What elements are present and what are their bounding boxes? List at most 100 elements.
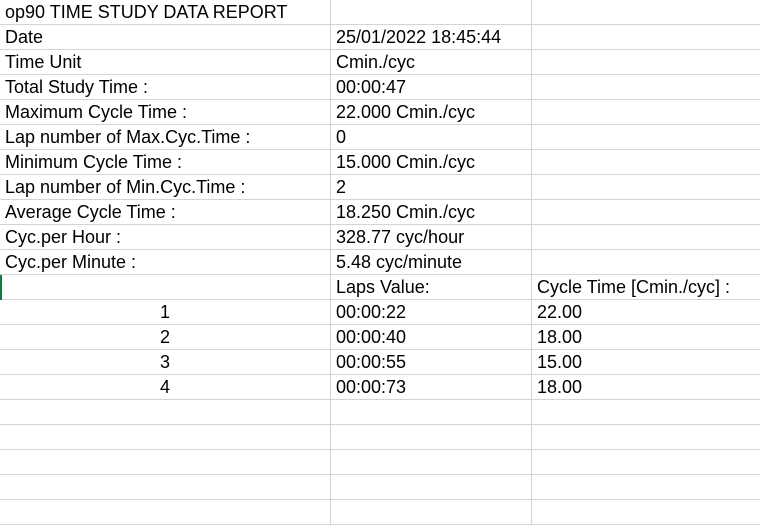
field-label-cell[interactable]: Date (0, 25, 331, 50)
sheet-row (0, 475, 760, 500)
lap-cycle-cell[interactable]: 22.00 (532, 300, 760, 325)
field-value-date: 25/01/2022 18:45:44 (336, 27, 502, 47)
empty-cell[interactable] (0, 500, 331, 525)
field-label-cell[interactable]: Minimum Cycle Time : (0, 150, 331, 175)
field-label-cell[interactable]: Cyc.per Hour : (0, 225, 331, 250)
lap-cycle-time: 15.00 (537, 352, 583, 372)
sheet-row: op90 TIME STUDY DATA REPORT (0, 0, 760, 25)
sheet-row: Lap number of Max.Cyc.Time : 0 (0, 125, 760, 150)
laps-header-cell[interactable]: Laps Value: (331, 275, 532, 300)
empty-cell[interactable] (0, 475, 331, 500)
field-label-cyc-per-hour: Cyc.per Hour : (5, 227, 122, 247)
empty-cell[interactable] (532, 50, 760, 75)
empty-cell[interactable] (532, 400, 760, 425)
empty-cell[interactable] (532, 25, 760, 50)
empty-cell[interactable] (331, 450, 532, 475)
empty-cell[interactable] (0, 425, 331, 450)
field-label-lap-min: Lap number of Min.Cyc.Time : (5, 177, 246, 197)
empty-cell[interactable] (331, 475, 532, 500)
sheet-row: Total Study Time : 00:00:47 (0, 75, 760, 100)
lap-value-cell[interactable]: 00:00:22 (331, 300, 532, 325)
lap-value-cell[interactable]: 00:00:40 (331, 325, 532, 350)
lap-number-cell[interactable]: 3 (0, 350, 331, 375)
lap-number: 3 (159, 352, 170, 372)
field-label-min-cycle-time: Minimum Cycle Time : (5, 152, 183, 172)
field-label-cell[interactable]: Average Cycle Time : (0, 200, 331, 225)
lap-number: 2 (159, 327, 170, 347)
field-value-cell[interactable]: Cmin./cyc (331, 50, 532, 75)
sheet-row (0, 425, 760, 450)
empty-cell[interactable] (532, 75, 760, 100)
field-label-lap-max: Lap number of Max.Cyc.Time : (5, 127, 251, 147)
empty-cell[interactable] (532, 100, 760, 125)
report-title: op90 TIME STUDY DATA REPORT (5, 2, 288, 22)
sheet-row: Maximum Cycle Time : 22.000 Cmin./cyc (0, 100, 760, 125)
lap-number-cell[interactable]: 4 (0, 375, 331, 400)
table-row: 3 00:00:55 15.00 (0, 350, 760, 375)
empty-cell[interactable] (331, 0, 532, 25)
empty-cell[interactable] (331, 400, 532, 425)
field-value-cell[interactable]: 00:00:47 (331, 75, 532, 100)
empty-cell[interactable] (0, 400, 331, 425)
field-label-date: Date (5, 27, 44, 47)
field-label-max-cycle-time: Maximum Cycle Time : (5, 102, 188, 122)
lap-value: 00:00:73 (336, 377, 407, 397)
empty-cell[interactable] (532, 150, 760, 175)
sheet-row: Lap number of Min.Cyc.Time : 2 (0, 175, 760, 200)
report-title-cell[interactable]: op90 TIME STUDY DATA REPORT (0, 0, 331, 25)
field-value-cell[interactable]: 5.48 cyc/minute (331, 250, 532, 275)
lap-number-cell[interactable]: 2 (0, 325, 331, 350)
lap-cycle-cell[interactable]: 15.00 (532, 350, 760, 375)
empty-cell[interactable] (0, 450, 331, 475)
field-value-cell[interactable]: 328.77 cyc/hour (331, 225, 532, 250)
lap-value: 00:00:40 (336, 327, 407, 347)
empty-cell[interactable] (532, 500, 760, 525)
empty-cell[interactable] (532, 200, 760, 225)
empty-cell[interactable] (532, 475, 760, 500)
field-label-cell[interactable]: Time Unit (0, 50, 331, 75)
field-value-time-unit: Cmin./cyc (336, 52, 416, 72)
lap-value: 00:00:55 (336, 352, 407, 372)
field-value-cell[interactable]: 22.000 Cmin./cyc (331, 100, 532, 125)
field-label-cell[interactable]: Lap number of Min.Cyc.Time : (0, 175, 331, 200)
lap-cycle-cell[interactable]: 18.00 (532, 325, 760, 350)
field-value-max-cycle-time: 22.000 Cmin./cyc (336, 102, 476, 122)
laps-value-header: Laps Value: (336, 277, 430, 297)
field-label-cell[interactable]: Maximum Cycle Time : (0, 100, 331, 125)
field-label-cell[interactable]: Lap number of Max.Cyc.Time : (0, 125, 331, 150)
field-value-cell[interactable]: 18.250 Cmin./cyc (331, 200, 532, 225)
empty-cell[interactable] (331, 425, 532, 450)
field-label-cell[interactable]: Total Study Time : (0, 75, 331, 100)
field-label-cell[interactable]: Cyc.per Minute : (0, 250, 331, 275)
empty-cell[interactable] (532, 175, 760, 200)
lap-value-cell[interactable]: 00:00:73 (331, 375, 532, 400)
empty-cell[interactable] (331, 500, 532, 525)
table-row: 4 00:00:73 18.00 (0, 375, 760, 400)
empty-cell[interactable] (532, 450, 760, 475)
lap-value: 00:00:22 (336, 302, 407, 322)
field-value-lap-max: 0 (336, 127, 347, 147)
field-value-cell[interactable]: 0 (331, 125, 532, 150)
field-value-cell[interactable]: 15.000 Cmin./cyc (331, 150, 532, 175)
field-value-cell[interactable]: 25/01/2022 18:45:44 (331, 25, 532, 50)
laps-header-cell[interactable]: Cycle Time [Cmin./cyc] : (532, 275, 760, 300)
lap-value-cell[interactable]: 00:00:55 (331, 350, 532, 375)
empty-cell[interactable] (532, 0, 760, 25)
empty-cell[interactable] (532, 125, 760, 150)
empty-cell[interactable] (532, 425, 760, 450)
empty-cell[interactable] (0, 275, 331, 300)
empty-cell[interactable] (532, 225, 760, 250)
field-value-cell[interactable]: 2 (331, 175, 532, 200)
empty-cell[interactable] (532, 250, 760, 275)
sheet-row: Time Unit Cmin./cyc (0, 50, 760, 75)
table-row: 1 00:00:22 22.00 (0, 300, 760, 325)
cycle-time-header: Cycle Time [Cmin./cyc] : (537, 277, 731, 297)
field-label-total-study-time: Total Study Time : (5, 77, 149, 97)
field-value-avg-cycle-time: 18.250 Cmin./cyc (336, 202, 476, 222)
lap-number: 1 (159, 302, 170, 322)
sheet-row (0, 400, 760, 425)
sheet-row (0, 500, 760, 525)
lap-number-cell[interactable]: 1 (0, 300, 331, 325)
lap-cycle-cell[interactable]: 18.00 (532, 375, 760, 400)
